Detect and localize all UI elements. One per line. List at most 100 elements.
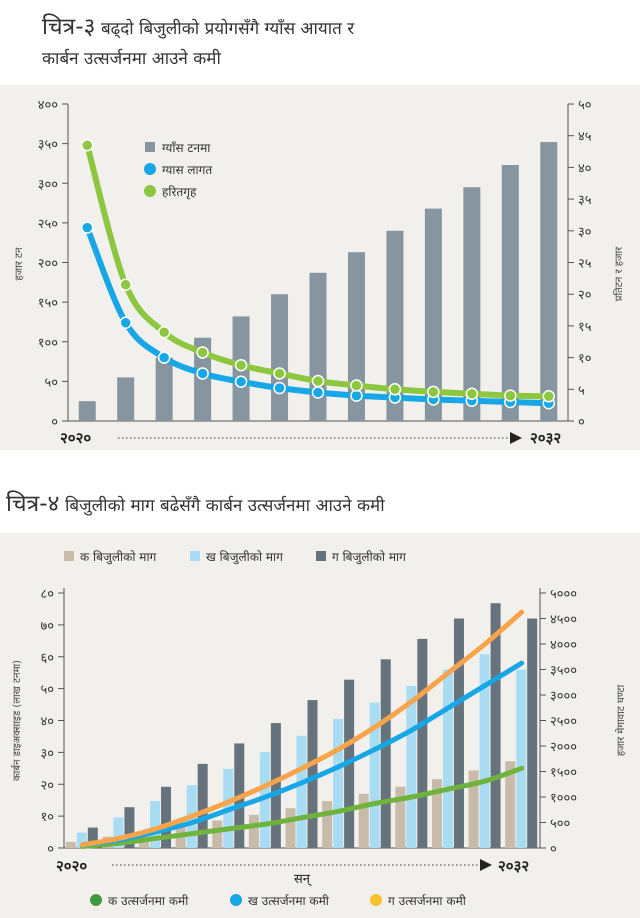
legend-swatch-reduction-kha: [230, 894, 242, 906]
y-tick-label-left: ६०: [40, 651, 54, 666]
line-greenhouse-point: [273, 367, 286, 380]
line-gas-cost-point: [80, 221, 94, 234]
bar-demand-ga: [270, 723, 281, 848]
bar-demand-ka: [395, 786, 406, 848]
line-greenhouse-point: [504, 389, 517, 402]
bar-demand-kha: [442, 669, 453, 848]
bar-demand-ka: [468, 770, 479, 848]
chart2-title-text: बिजुलीको माग बढेसँगै कार्बन उत्सर्जनमा आ…: [64, 496, 385, 516]
y-tick-label-left: ७०: [40, 619, 54, 634]
chart1-title-line2: कार्बन उत्सर्जनमा आउने कमी: [42, 49, 221, 69]
bar-demand-ga: [453, 618, 464, 848]
line-gas-cost-point: [311, 386, 325, 399]
line-greenhouse-point: [234, 358, 248, 372]
y-tick-label-right: २५००: [550, 715, 577, 730]
legend-label-demand-ka: क बिजुलीको माग: [80, 550, 157, 565]
legend-swatch-reduction-ga: [370, 894, 382, 906]
legend-label-reduction-ka: क उत्सर्जनमा कमी: [108, 894, 189, 908]
y-tick-label-left: ५०: [40, 683, 54, 698]
bar-demand-kha: [296, 735, 307, 848]
chart1-svg: ० ५० १०० १५० २०० २५० ३०० ३५० ४०० ० ५ १० १५ २० २५ ३० ३५ ४०…: [14, 98, 625, 447]
bar-demand-ga: [307, 700, 318, 848]
y-tick-label-right: २५: [578, 257, 592, 272]
y-tick-label-left: ३००: [38, 177, 58, 192]
chart2-svg: क बिजुलीको माग ख बिजुलीको माग ग बिजुलीको म…: [11, 550, 627, 908]
legend-swatch-demand-ka: [64, 551, 74, 561]
y-tick-label-right: ३५००: [550, 664, 577, 679]
chart1-panel: ० ५० १०० १५० २०० २५० ३०० ३५० ४०० ० ५ १० १५ २० २५ ३० ३५ ४०…: [0, 85, 640, 450]
bar-gas-tonnage: [463, 187, 481, 421]
line-emission-reduction-kha: [79, 660, 525, 848]
bar-demand-ga: [490, 603, 501, 848]
y-tick-label-right: २०: [578, 288, 592, 303]
y-axis-right-title: प्रतिटन र हजार: [613, 246, 625, 301]
x-axis-arrow-head: [480, 859, 492, 871]
x-label-start: २०२०: [60, 429, 91, 447]
line-gas-cost-point: [196, 367, 209, 380]
chart1-title-prefix: चित्र-३: [42, 14, 96, 40]
line-greenhouse-point: [311, 374, 325, 388]
y-tick-label-right: ५०००: [550, 587, 577, 602]
chart1-title: चित्र-३ बढ्दो बिजुलीको प्रयोगसँगै ग्याँस…: [42, 12, 602, 74]
line-greenhouse-point: [427, 385, 440, 399]
y-tick-label-left: २५०: [38, 217, 58, 232]
y-tick-label-right: ४५: [578, 130, 592, 145]
bar-demand-ka: [358, 793, 369, 848]
legend-label-demand-ga: ग बिजुलीको माग: [332, 550, 406, 565]
y-tick-label-right: ३०००: [550, 689, 577, 704]
y-tick-label-left: १००: [38, 336, 58, 351]
y-tick-label-right: ५०: [578, 98, 592, 113]
legend-label-demand-kha: ख बिजुलीको माग: [206, 550, 283, 565]
bar-gas-tonnage: [501, 165, 519, 421]
y-tick-label-left: ४०: [40, 715, 54, 730]
y-axis-right-title: हजार मेगावाट घण्टा: [615, 684, 627, 756]
bar-gas-tonnage: [309, 272, 327, 421]
bar-gas-tonnage: [271, 294, 289, 421]
line-greenhouse-point: [119, 278, 132, 291]
y-tick-label-right: ३५: [578, 193, 592, 208]
bar-demand-ga: [197, 763, 208, 848]
y-tick-label-left: २०: [40, 778, 54, 793]
line-gas-cost-point: [350, 389, 363, 402]
line-emission-reduction-ga: [79, 609, 525, 848]
line-greenhouse-point: [157, 325, 171, 339]
y-tick-label-right: १५: [578, 320, 592, 335]
bar-demand-ka: [505, 761, 516, 848]
line-emission-reduction-ka: [79, 765, 525, 849]
line-greenhouse-point: [388, 383, 402, 396]
bar-demand-ga: [527, 618, 538, 848]
bar-demand-ka: [248, 814, 259, 848]
y-tick-label-left: २००: [38, 257, 58, 272]
x-label-end: २०३२: [498, 857, 529, 875]
bar-demand-kha: [406, 685, 417, 848]
bar-gas-tonnage: [424, 208, 442, 421]
bar-demand-ga: [87, 827, 98, 848]
bar-demand-kha: [259, 752, 270, 848]
bar-gas-tonnage: [78, 401, 96, 421]
line-gas-cost-point: [273, 381, 286, 395]
y-tick-label-right: ४५००: [550, 613, 577, 628]
legend-swatch-gas-tonnage: [145, 142, 155, 152]
line-gas-cost-point: [119, 316, 132, 329]
x-label-start: २०२०: [56, 857, 87, 875]
legend-swatch-demand-kha: [190, 551, 200, 561]
y-tick-label-left: ८०: [40, 587, 54, 602]
y-tick-label-left: १५०: [38, 296, 58, 311]
y-tick-label-right: १५००: [550, 766, 577, 781]
y-tick-label-right: ५: [578, 383, 585, 398]
bar-demand-ka: [65, 841, 76, 848]
chart2-title: चित्र-४ बिजुलीको माग बढेसँगै कार्बन उत्स…: [6, 486, 385, 518]
legend-swatch-gas-cost: [144, 163, 156, 175]
legend-swatch-greenhouse: [144, 185, 156, 197]
bar-demand-kha: [516, 669, 527, 848]
bar-demand-kha: [333, 718, 344, 848]
bar-demand-ka: [322, 801, 333, 848]
bar-demand-ka: [212, 820, 223, 848]
bar-gas-tonnage: [540, 142, 558, 421]
chart1-title-line1: बढ्दो बिजुलीको प्रयोगसँगै ग्याँस आयात र: [100, 19, 355, 39]
y-tick-label-left: ३०: [40, 746, 54, 761]
line-greenhouse-point: [465, 387, 479, 400]
bar-demand-kha: [479, 654, 490, 848]
chart2-panel: क बिजुलीको माग ख बिजुलीको माग ग बिजुलीको म…: [0, 533, 640, 918]
bar-gas-tonnage: [155, 357, 173, 421]
